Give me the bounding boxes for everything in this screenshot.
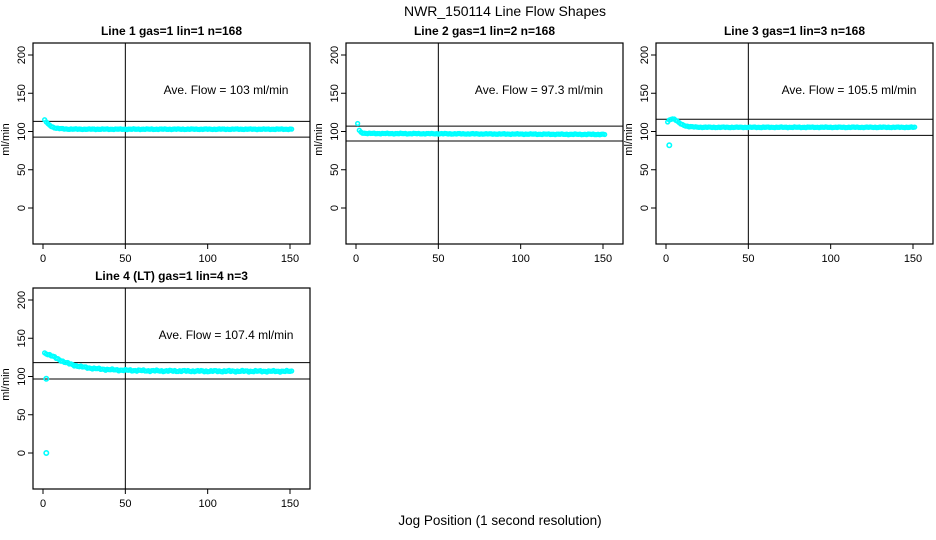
y-tick-label: 200 [329, 46, 341, 64]
x-tick-label: 150 [281, 253, 299, 265]
panel-title: Line 2 gas=1 lin=2 n=168 [414, 24, 555, 38]
y-tick-label: 150 [16, 84, 28, 102]
x-tick-label: 150 [281, 498, 299, 510]
x-tick-label: 100 [198, 253, 216, 265]
average-flow-annotation: Ave. Flow = 103 ml/min [164, 83, 289, 97]
y-tick-label: 200 [16, 46, 28, 64]
y-tick-label: 150 [639, 84, 651, 102]
x-tick-label: 0 [663, 253, 669, 265]
y-tick-label: 50 [16, 409, 28, 421]
y-tick-label: 200 [639, 46, 651, 64]
panel-line-1: Line 1 gas=1 lin=1 n=168 0 50 100 150 200 0 50 1… [0, 24, 311, 265]
x-tick-label: 0 [40, 498, 46, 510]
y-tick-label: 50 [16, 164, 28, 176]
x-tick-label: 100 [198, 498, 216, 510]
y-tick-label: 0 [16, 450, 28, 456]
x-tick-label: 150 [904, 253, 922, 265]
panel-line-2: Line 2 gas=1 lin=2 n=168 0 50 100 150 200 0 50 1… [313, 24, 624, 265]
x-tick-label: 100 [511, 253, 529, 265]
y-tick-label: 100 [16, 367, 28, 385]
y-axis-label: ml/min [313, 123, 325, 155]
page-title: NWR_150114 Line Flow Shapes [403, 3, 607, 19]
y-tick-label: 150 [329, 84, 341, 102]
panel-title: Line 1 gas=1 lin=1 n=168 [101, 24, 242, 38]
y-tick-label: 0 [639, 205, 651, 211]
y-tick-label: 150 [16, 329, 28, 347]
y-axis-label: ml/min [0, 368, 12, 400]
x-tick-label: 50 [119, 498, 131, 510]
outlier-point [43, 375, 50, 382]
panel-title: Line 3 gas=1 lin=3 n=168 [724, 24, 865, 38]
data-point [354, 120, 361, 127]
y-tick-label: 50 [329, 164, 341, 176]
outlier-point [666, 142, 673, 149]
y-tick-label: 100 [639, 122, 651, 140]
y-tick-label: 0 [16, 205, 28, 211]
panel-line-3: Line 3 gas=1 lin=3 n=168 0 50 100 150 200 0 50 1… [623, 24, 934, 265]
x-tick-label: 50 [119, 253, 131, 265]
y-axis-label: ml/min [623, 123, 635, 155]
average-flow-annotation: Ave. Flow = 97.3 ml/min [475, 83, 603, 97]
y-tick-label: 100 [16, 122, 28, 140]
x-tick-label: 50 [742, 253, 754, 265]
data-point [912, 124, 918, 130]
y-tick-label: 100 [329, 122, 341, 140]
y-axis-label: ml/min [0, 123, 12, 155]
average-flow-annotation: Ave. Flow = 105.5 ml/min [782, 83, 917, 97]
data-point [289, 126, 295, 132]
x-tick-label: 50 [432, 253, 444, 265]
data-point [289, 368, 295, 374]
panel-box [345, 42, 624, 245]
y-tick-label: 50 [639, 164, 651, 176]
data-point [602, 131, 608, 138]
x-tick-label: 0 [353, 253, 359, 265]
panel-box [32, 42, 311, 245]
average-flow-annotation: Ave. Flow = 107.4 ml/min [159, 328, 294, 342]
panel-box [655, 42, 934, 245]
panel-title: Line 4 (LT) gas=1 lin=4 n=3 [95, 269, 248, 283]
x-tick-label: 100 [821, 253, 839, 265]
panel-line-4: Line 4 (LT) gas=1 lin=4 n=3 0 50 100 150 200 0… [0, 269, 311, 510]
panel-box [32, 287, 311, 490]
outlier-point [43, 449, 50, 456]
y-tick-label: 200 [16, 291, 28, 309]
x-axis-title: Jog Position (1 second resolution) [398, 513, 602, 528]
y-tick-label: 0 [329, 205, 341, 211]
x-tick-label: 0 [40, 253, 46, 265]
x-tick-label: 150 [594, 253, 612, 265]
